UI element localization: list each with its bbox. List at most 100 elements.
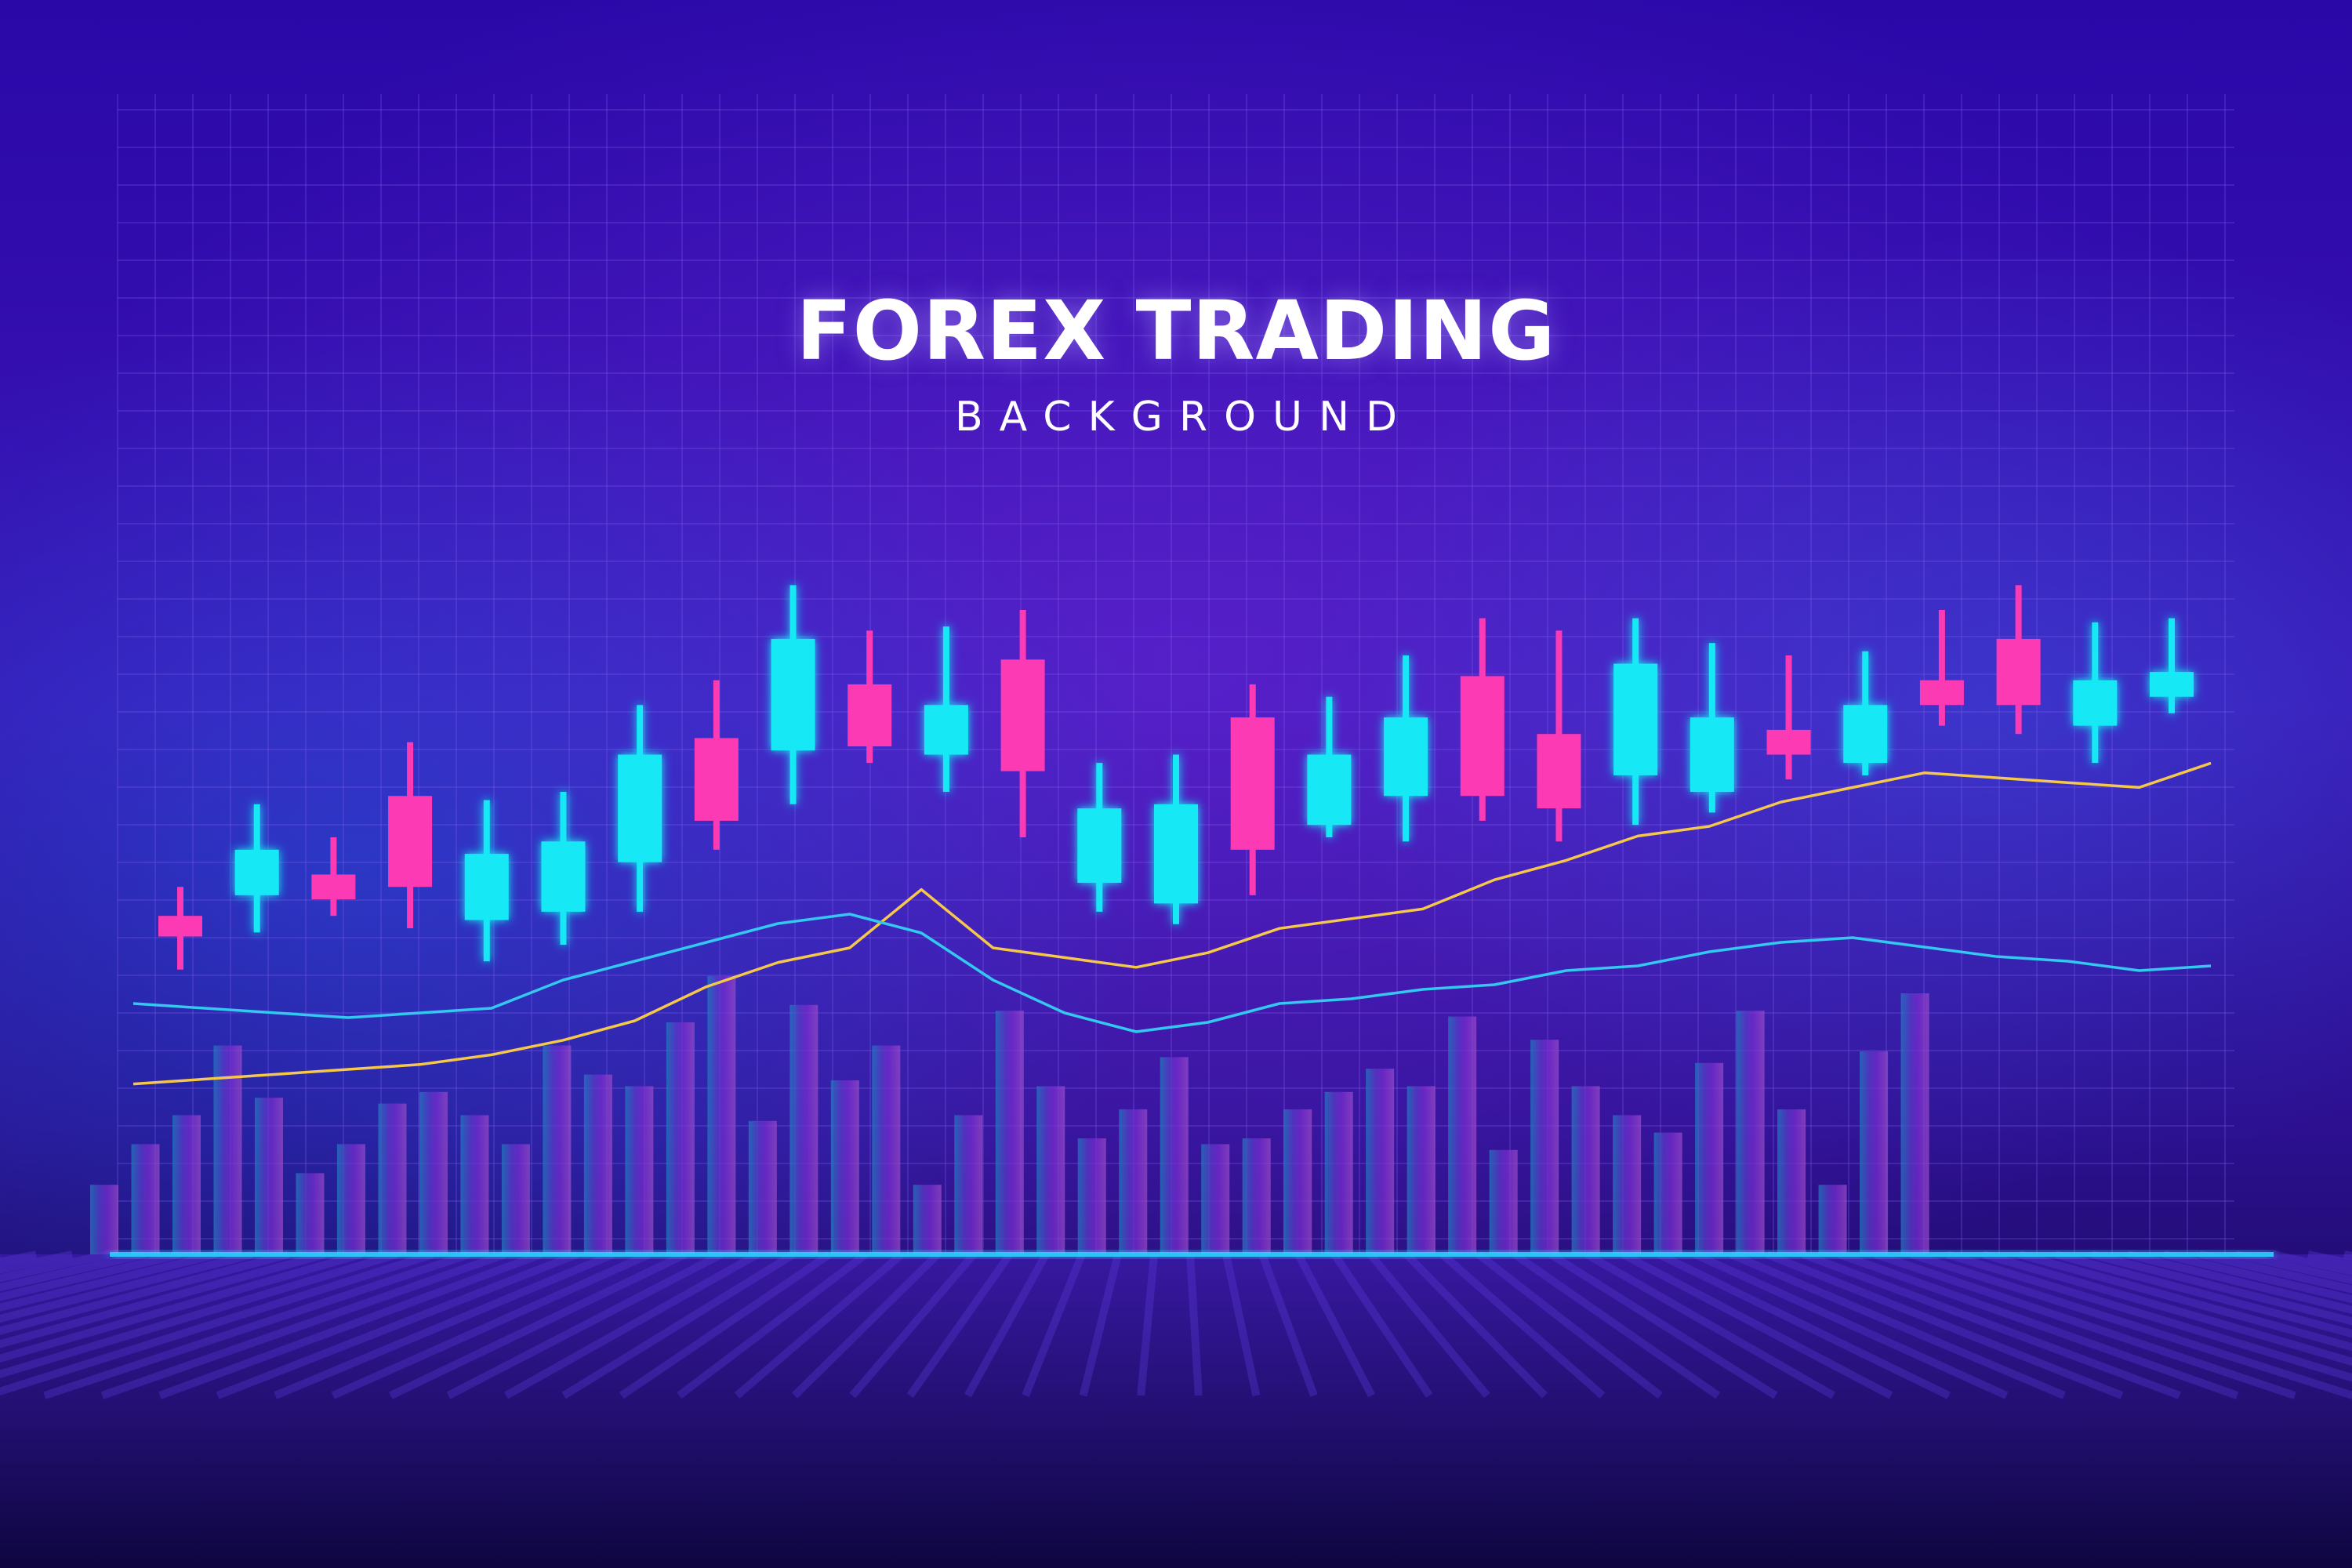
floor-stripe: [2126, 1250, 2352, 1314]
floor-stripe: [2090, 1250, 2352, 1326]
candle-wick: [1785, 655, 1792, 780]
chart-grid: [117, 94, 2234, 1254]
candle-bear: [848, 630, 892, 764]
volume-bar: [1818, 1185, 1847, 1254]
volume-bar: [1777, 1109, 1806, 1254]
volume-bar: [1530, 1040, 1559, 1254]
volume-bar: [913, 1185, 942, 1254]
floor: [0, 1254, 2352, 1568]
volume-bar: [1613, 1115, 1642, 1254]
candle-body: [2150, 672, 2194, 697]
candle-body: [924, 705, 968, 755]
volume-bar: [1324, 1091, 1353, 1254]
candle-body: [1996, 638, 2041, 706]
floor-stripe: [1910, 1250, 2352, 1399]
candle-body: [1919, 680, 1964, 706]
candle-bear: [1000, 610, 1045, 837]
candle-bull: [1384, 655, 1428, 842]
floor-stripe: [0, 1250, 182, 1301]
floor-stripe: [1693, 1250, 2009, 1399]
floor-stripe: [331, 1250, 652, 1399]
candle-bear: [1919, 610, 1964, 726]
volume-bar: [419, 1091, 448, 1254]
volume-bar: [707, 975, 736, 1254]
floor-stripe: [0, 1250, 362, 1363]
candle-bear: [1230, 684, 1275, 895]
volume-bar: [172, 1115, 201, 1254]
volume-bar: [1448, 1016, 1477, 1254]
floor-stripe: [158, 1250, 543, 1399]
candle-body: [1537, 734, 1581, 809]
candle-bear: [1460, 618, 1504, 821]
candle-body: [771, 638, 815, 751]
floor-stripe: [274, 1250, 615, 1399]
volume-bar: [872, 1045, 901, 1254]
candle-body: [1230, 717, 1275, 850]
candle-bull: [1154, 754, 1198, 924]
floor-stripe: [1294, 1252, 1376, 1398]
volume-bar: [378, 1103, 407, 1254]
page-subtitle: BACKGROUND: [954, 394, 1414, 441]
floor-stripe: [0, 1250, 254, 1323]
candle-bull: [2150, 618, 2194, 713]
candle-body: [1154, 804, 1198, 904]
volume-bar: [336, 1144, 365, 1254]
candle-body: [234, 849, 279, 895]
floor-stripe: [1475, 1251, 1663, 1399]
floor-stripes: [0, 1250, 2352, 1568]
floor-stripe: [1258, 1253, 1318, 1397]
floor-stripe: [1982, 1250, 2352, 1367]
volume-bar: [1860, 1051, 1889, 1254]
floor-stripe: [2018, 1250, 2352, 1352]
candle-bear: [158, 887, 202, 970]
volume-bar: [1201, 1144, 1230, 1254]
floor-stripe: [0, 1250, 398, 1378]
floor-stripe: [1403, 1251, 1548, 1399]
volume-bar: [583, 1074, 612, 1254]
candle-body: [1460, 676, 1504, 797]
floor-stripe: [906, 1252, 1014, 1398]
volume-bar: [1036, 1086, 1065, 1254]
title-block: FOREX TRADING BACKGROUND: [0, 290, 2352, 437]
floor-stripe: [1222, 1253, 1261, 1397]
floor-stripe: [1621, 1250, 1893, 1399]
floor-stripe: [619, 1250, 832, 1399]
floor-stripe: [561, 1250, 796, 1399]
candle-body: [541, 841, 586, 912]
candle-body: [1384, 717, 1428, 797]
floor-stripe: [389, 1250, 688, 1399]
page-title: FOREX TRADING: [796, 283, 1556, 379]
floor-stripe: [2162, 1250, 2352, 1304]
candle-body: [1843, 705, 1888, 764]
candle-body: [1307, 754, 1352, 826]
candle-bear: [1766, 655, 1811, 780]
candle-body: [618, 754, 662, 862]
candle-bull: [1307, 696, 1352, 837]
volume-bar: [90, 1185, 118, 1254]
floor-stripe: [504, 1250, 760, 1399]
floor-stripe: [100, 1250, 506, 1399]
volume-bar: [1489, 1149, 1518, 1254]
floor-stripe: [1186, 1254, 1203, 1396]
floor-stripe: [1548, 1250, 1778, 1399]
candle-bull: [464, 800, 509, 962]
floor-stripe: [1330, 1252, 1433, 1398]
volume-bar: [131, 1144, 160, 1254]
floor-stripe: [0, 1250, 434, 1396]
floor-stripe: [1137, 1254, 1158, 1396]
floor-stripe: [0, 1250, 290, 1335]
volume-bar: [1366, 1069, 1395, 1254]
floor-stripe: [1367, 1251, 1490, 1399]
volume-bar: [1283, 1109, 1312, 1254]
floor-stripe: [0, 1250, 326, 1348]
floor-stripe: [964, 1252, 1050, 1398]
floor-stripe: [1022, 1253, 1086, 1397]
floor-glow-line: [110, 1252, 2274, 1257]
floor-stripe: [1838, 1250, 2239, 1399]
candle-bear: [1537, 630, 1581, 842]
indicator-line-yellow: [132, 761, 2212, 1086]
floor-stripe: [2234, 1250, 2352, 1284]
candle-body: [1077, 808, 1122, 883]
floor-stripe: [1766, 1250, 2124, 1399]
indicator-lines: [132, 761, 2212, 1086]
